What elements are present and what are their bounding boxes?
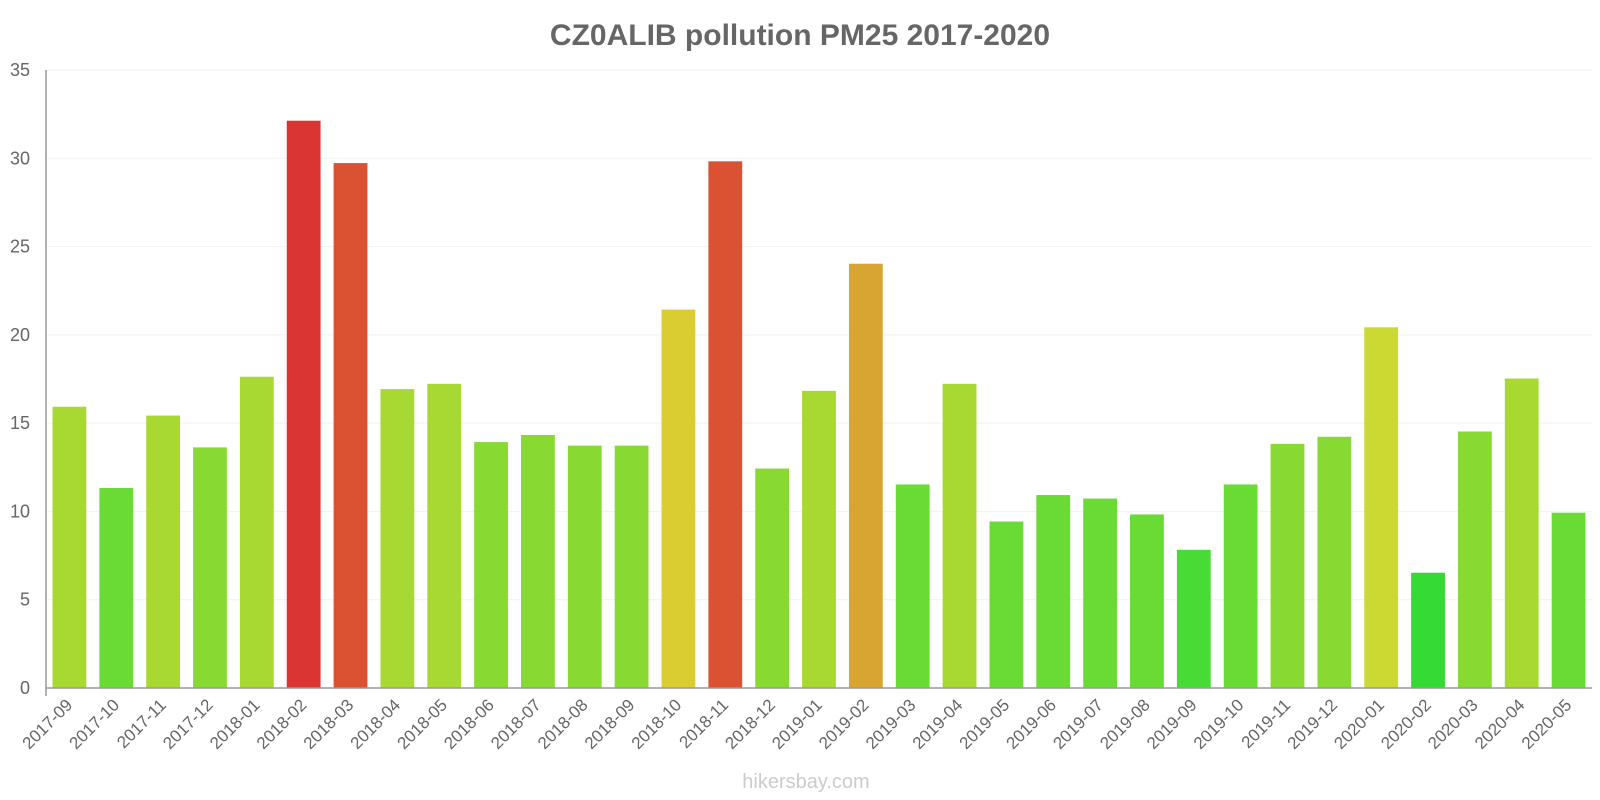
- bar-2018-11: [708, 161, 743, 689]
- x-tick-label: 2019-01: [768, 695, 826, 753]
- y-tick-label: 25: [10, 237, 30, 257]
- bar-2018-02: [286, 120, 321, 689]
- x-tick-label: 2018-05: [393, 695, 451, 753]
- y-tick-label: 15: [10, 413, 30, 433]
- bar-2019-03: [895, 484, 930, 689]
- x-tick-label: 2018-04: [347, 695, 405, 753]
- x-tick-label: 2020-04: [1471, 695, 1529, 753]
- x-tick-label: 2019-09: [1143, 695, 1201, 753]
- watermark: hikersbay.com: [742, 771, 869, 793]
- x-tick-label: 2019-04: [909, 695, 967, 753]
- x-tick-label: 2018-02: [253, 695, 311, 753]
- bar-2020-05: [1551, 512, 1586, 689]
- bars: [52, 120, 1586, 689]
- x-tick-label: 2019-02: [815, 695, 873, 753]
- x-tick-label: 2019-07: [1049, 695, 1107, 753]
- y-tick-label: 20: [10, 325, 30, 345]
- bar-2019-01: [802, 390, 836, 689]
- x-tick-label: 2020-02: [1377, 695, 1435, 753]
- x-tick-label: 2018-07: [487, 695, 545, 753]
- bar-2018-03: [333, 163, 368, 689]
- bar-2018-12: [755, 468, 790, 689]
- bar-2020-04: [1504, 378, 1539, 689]
- bar-2017-10: [99, 487, 134, 689]
- bar-2019-07: [1083, 498, 1117, 689]
- bar-2020-03: [1457, 431, 1492, 689]
- bar-2020-01: [1364, 327, 1399, 689]
- x-tick-label: 2018-06: [440, 695, 498, 753]
- x-tick-label: 2019-11: [1238, 695, 1295, 752]
- bar-2018-04: [380, 389, 415, 689]
- bar-2019-02: [848, 263, 883, 689]
- y-tick-label: 30: [10, 148, 30, 168]
- bar-2018-09: [614, 445, 649, 689]
- x-tick-label: 2017-10: [66, 695, 124, 753]
- bar-2019-06: [1036, 495, 1071, 689]
- x-tick-label: 2020-03: [1424, 695, 1482, 753]
- bar-2019-11: [1270, 443, 1305, 689]
- bar-2019-08: [1130, 514, 1164, 689]
- bar-2017-09: [52, 406, 87, 689]
- bar-2018-10: [661, 309, 696, 689]
- bar-2019-10: [1223, 484, 1258, 689]
- bar-2017-12: [193, 447, 227, 689]
- y-tick-label: 35: [10, 60, 30, 80]
- bar-2019-05: [989, 521, 1024, 689]
- bar-2017-11: [146, 415, 181, 689]
- x-tick-label: 2019-06: [1003, 695, 1061, 753]
- bar-2018-07: [521, 435, 555, 689]
- x-tick-label: 2018-10: [628, 695, 686, 753]
- bar-2019-09: [1176, 549, 1211, 689]
- bar-2018-05: [427, 383, 462, 689]
- x-tick-label: 2018-11: [675, 695, 732, 752]
- x-tick-label: 2017-11: [113, 695, 170, 752]
- bar-2018-01: [239, 376, 274, 689]
- x-tick-label: 2017-12: [159, 695, 217, 753]
- x-tick-label: 2018-01: [206, 695, 264, 753]
- x-tick-label: 2019-12: [1284, 695, 1342, 753]
- x-tick-label: 2019-08: [1096, 695, 1154, 753]
- y-tick-label: 5: [20, 590, 30, 610]
- x-tick-label: 2018-08: [534, 695, 592, 753]
- bar-2018-06: [474, 442, 508, 689]
- x-tick-label: 2018-12: [721, 695, 779, 753]
- x-tick-label: 2017-09: [19, 695, 77, 753]
- x-axis-ticks: 2017-092017-102017-112017-122018-012018-…: [19, 695, 1576, 753]
- chart-title: CZ0ALIB pollution PM25 2017-2020: [550, 19, 1050, 52]
- x-tick-label: 2018-03: [300, 695, 358, 753]
- bar-2019-12: [1317, 436, 1352, 689]
- y-tick-label: 0: [20, 678, 30, 698]
- x-tick-label: 2020-01: [1330, 695, 1388, 753]
- y-tick-label: 10: [10, 501, 30, 521]
- x-tick-label: 2019-05: [956, 695, 1014, 753]
- x-tick-label: 2018-09: [581, 695, 639, 753]
- bar-2020-02: [1411, 572, 1445, 689]
- y-axis-ticks: 0 5 10 15 20 25 30 35: [10, 60, 30, 698]
- bar-2019-04: [942, 383, 977, 689]
- x-tick-label: 2019-10: [1190, 695, 1248, 753]
- x-tick-label: 2019-03: [862, 695, 920, 753]
- bar-2018-08: [567, 445, 602, 689]
- x-tick-label: 2020-05: [1518, 695, 1576, 753]
